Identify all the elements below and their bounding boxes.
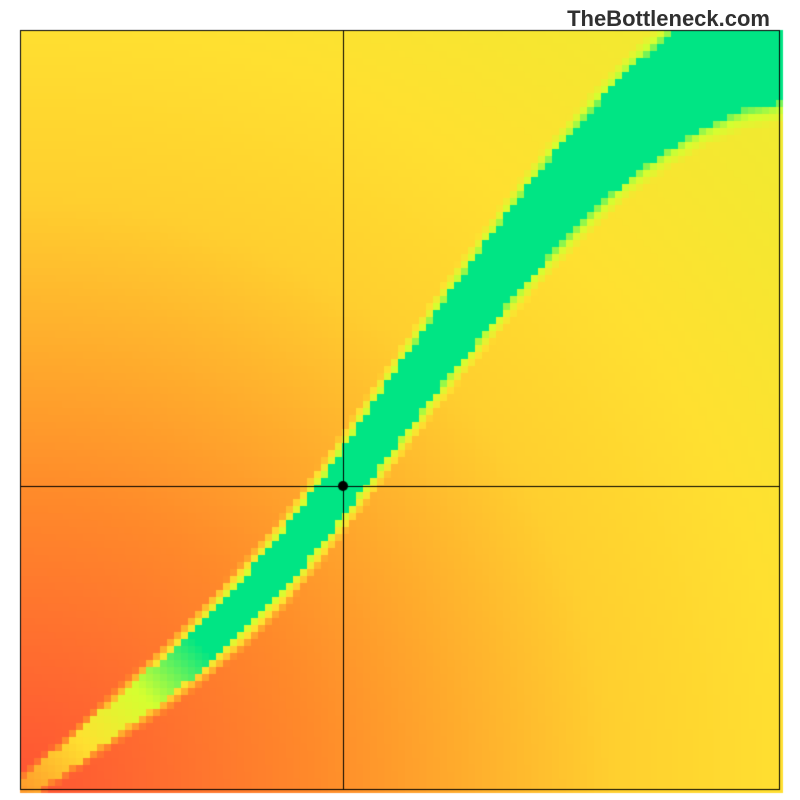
heatmap-chart	[0, 0, 800, 800]
chart-container: TheBottleneck.com	[0, 0, 800, 800]
watermark-text: TheBottleneck.com	[567, 6, 770, 32]
